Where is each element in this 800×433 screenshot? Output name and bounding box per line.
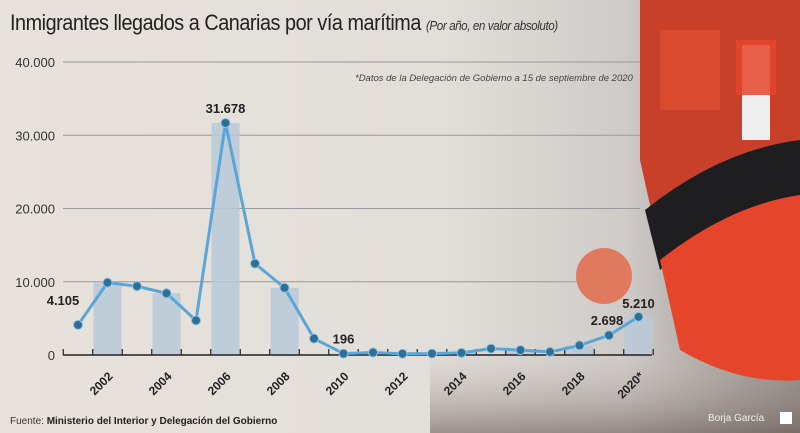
data-label: 31.678 (206, 101, 246, 116)
data-point (132, 281, 142, 292)
x-tick-label: 2006 (205, 369, 234, 398)
x-tick-label: 2012 (382, 369, 411, 398)
data-point (161, 288, 172, 299)
data-point (102, 277, 113, 288)
data-point (250, 258, 260, 269)
bar (93, 282, 122, 355)
photo-credit: Borja García (708, 413, 765, 424)
x-tick-label: 2016 (500, 369, 529, 398)
x-tick-label: 2018 (559, 369, 588, 398)
data-point (633, 311, 644, 322)
bar (211, 122, 240, 355)
data-point (279, 282, 290, 293)
data-point (73, 319, 83, 330)
chart-subtitle: (Por año, en valor absoluto) (425, 18, 558, 33)
data-point (427, 348, 437, 359)
x-tick-label: 2010 (323, 369, 352, 398)
y-tick-label: 40.000 (15, 55, 55, 70)
x-tick-label: 2014 (441, 369, 470, 398)
data-point (191, 315, 201, 326)
data-point (338, 348, 349, 359)
chart-title: Inmigrantes llegados a Canarias por vía … (10, 10, 558, 36)
chart-note: *Datos de la Delegación de Gobierno a 15… (355, 73, 633, 84)
data-label: 4.105 (47, 293, 80, 308)
data-point (456, 347, 467, 358)
x-tick-label: 2004 (146, 369, 175, 398)
data-point (574, 340, 585, 351)
data-point (368, 347, 378, 358)
data-point (604, 330, 614, 341)
source: Fuente: Ministerio del Interior y Delega… (10, 416, 277, 427)
x-tick-label: 2020* (615, 369, 647, 401)
x-tick-label: 2008 (264, 369, 293, 398)
data-point (545, 346, 555, 357)
data-label: 5.210 (622, 296, 655, 311)
data-point (397, 348, 408, 359)
title-text: Inmigrantes llegados a Canarias por vía … (10, 10, 421, 35)
source-text: Ministerio del Interior y Delegación del… (46, 416, 278, 427)
data-label: 2.698 (591, 313, 624, 328)
efe-logo (780, 412, 792, 424)
data-label: 196 (333, 332, 355, 347)
y-tick-label: 0 (48, 348, 55, 363)
y-tick-label: 30.000 (15, 128, 55, 143)
data-point (309, 333, 319, 344)
data-point (220, 117, 231, 128)
bar (270, 287, 299, 355)
data-point (515, 345, 526, 356)
source-label: Fuente: (10, 416, 44, 427)
y-tick-label: 20.000 (15, 202, 55, 217)
x-tick-label: 2002 (87, 369, 116, 398)
data-point (486, 343, 496, 354)
y-tick-label: 10.000 (15, 275, 55, 290)
